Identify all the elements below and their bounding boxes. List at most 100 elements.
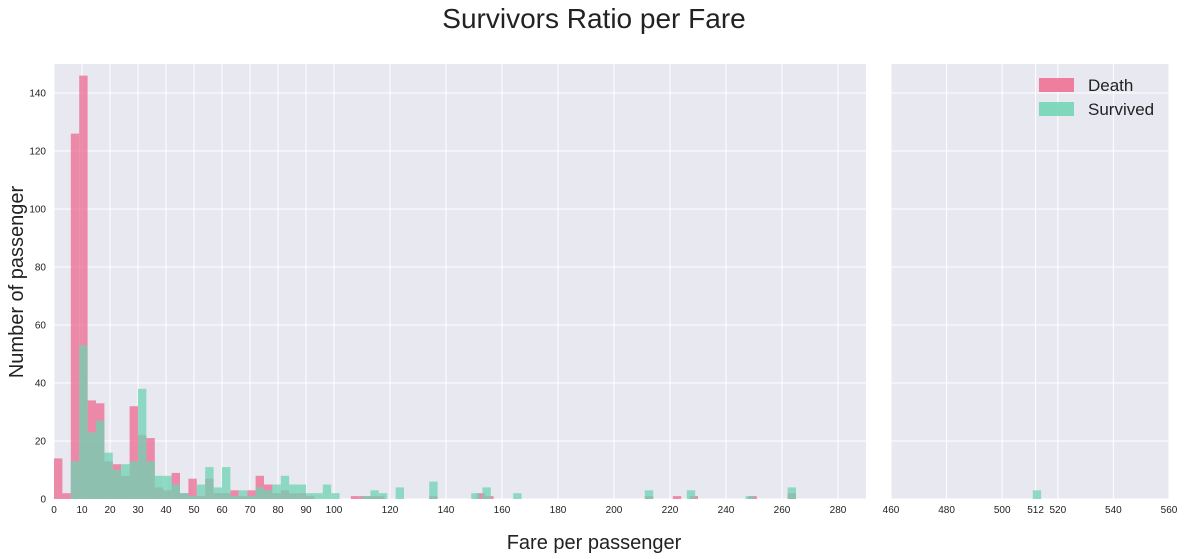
bar-survived (289, 484, 298, 499)
x-tick-label: 560 (1161, 505, 1178, 516)
bar-death (476, 493, 486, 499)
bar-survived (230, 496, 239, 499)
bar-survived (138, 388, 147, 499)
bar-survived (121, 464, 130, 499)
x-tick-label: 90 (300, 505, 312, 516)
bar-survived (395, 487, 404, 499)
x-tick-label: 540 (1105, 505, 1122, 516)
x-tick-label: 200 (606, 505, 623, 516)
bar-survived (154, 475, 164, 499)
bar-death (62, 493, 71, 499)
legend-swatch-death (1039, 78, 1074, 92)
y-tick-label: 140 (29, 89, 46, 100)
y-tick-label: 100 (29, 205, 46, 216)
bar-survived (787, 487, 796, 499)
bar-survived (129, 461, 138, 499)
x-tick-label: 50 (188, 505, 200, 516)
bar-survived (238, 490, 248, 499)
x-tick-label: 180 (550, 505, 567, 516)
y-tick-label: 0 (40, 495, 46, 506)
left-plot-area (54, 64, 866, 499)
x-tick-label: 20 (104, 505, 116, 516)
bar-death (230, 490, 239, 499)
legend-label-survived: Survived (1088, 100, 1154, 119)
chart-title: Survivors Ratio per Fare (442, 3, 745, 34)
bar-survived (482, 487, 491, 499)
x-tick-label: 460 (883, 505, 900, 516)
bar-survived (644, 490, 654, 499)
right-bars (1032, 490, 1042, 499)
left-x-tick-labels: 0 10 20 30 40 50 60 70 80 90 100 120 140 160 180 200 220… (51, 505, 847, 516)
y-tick-label: 60 (35, 321, 47, 332)
y-tick-label: 20 (35, 437, 47, 448)
bar-survived (112, 470, 122, 499)
x-tick-label: 70 (244, 505, 256, 516)
right-panel: 460 480 500 512 520 540 560 (883, 64, 1178, 516)
bar-survived (322, 484, 332, 499)
bar-survived (429, 481, 438, 499)
bar-death (54, 458, 63, 499)
bar-death (79, 75, 88, 499)
bar-survived (471, 493, 480, 499)
bar-survived (196, 484, 206, 499)
x-tick-label: 500 (994, 505, 1011, 516)
bar-survived (297, 484, 306, 499)
bar-survived (686, 490, 696, 499)
right-x-tick-labels: 460 480 500 512 520 540 560 (883, 505, 1178, 516)
x-tick-label: 512 (1027, 505, 1044, 516)
bar-death (247, 490, 256, 499)
y-tick-label: 120 (29, 147, 46, 158)
x-tick-label: 40 (160, 505, 172, 516)
x-tick-label: 240 (718, 505, 735, 516)
x-tick-label: 140 (438, 505, 455, 516)
bar-survived (745, 496, 754, 499)
bar-survived (205, 467, 214, 499)
y-tick-label: 40 (35, 379, 47, 390)
bar-survived (314, 493, 323, 499)
bar-survived (180, 493, 189, 499)
left-gridlines (53, 64, 866, 500)
x-tick-label: 100 (326, 505, 343, 516)
bar-survived (247, 496, 256, 499)
x-tick-label: 80 (272, 505, 284, 516)
bar-death (350, 496, 360, 499)
bar-survived (104, 452, 113, 499)
bar-survived (87, 432, 96, 499)
bar-survived (255, 487, 264, 499)
legend-label-death: Death (1088, 76, 1133, 95)
bar-survived (306, 493, 315, 499)
x-tick-label: 220 (662, 505, 679, 516)
x-tick-label: 520 (1049, 505, 1066, 516)
bar-survived (370, 490, 379, 499)
bar-death (188, 478, 197, 499)
x-tick-label: 0 (51, 505, 57, 516)
bar-survived (362, 496, 371, 499)
left-panel: 0 10 20 30 40 50 60 70 80 90 100 120 140 160 180 200 220… (29, 64, 866, 516)
x-tick-label: 60 (216, 505, 228, 516)
bar-survived (96, 420, 105, 499)
y-tick-label: 80 (35, 263, 47, 274)
bar-death (70, 133, 80, 499)
bar-survived (222, 467, 231, 499)
bar-survived (70, 461, 80, 499)
bar-survived (513, 493, 522, 499)
left-bars (54, 75, 796, 499)
x-tick-label: 160 (494, 505, 511, 516)
x-tick-label: 120 (382, 505, 399, 516)
bar-survived (213, 487, 222, 499)
bar-survived (272, 484, 281, 499)
bar-death (129, 406, 138, 499)
right-plot-area (891, 64, 1169, 499)
x-tick-label: 260 (774, 505, 791, 516)
x-tick-label: 480 (938, 505, 955, 516)
right-gridlines (890, 64, 1170, 500)
legend: Death Survived (1039, 76, 1154, 119)
bar-survived (264, 490, 273, 499)
x-axis-label: Fare per passenger (507, 532, 682, 554)
y-axis-label: Number of passenger (6, 186, 28, 379)
bar-survived (79, 345, 88, 499)
bar-survived (171, 484, 180, 499)
bar-survived (163, 475, 172, 499)
bar-survived (188, 496, 197, 499)
